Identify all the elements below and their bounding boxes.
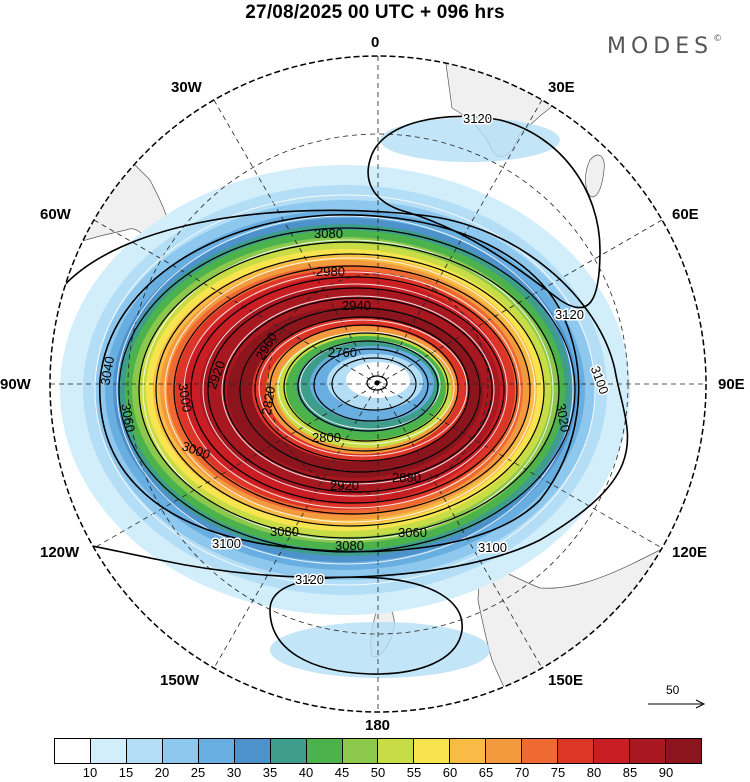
contour-label-3060-south: 3060 [398,525,427,540]
lon-label-90w: 90W [0,376,31,393]
reference-vector-label: 50 [666,683,680,697]
colorbar-segment [198,739,235,763]
modes-logo: MODES© [607,34,722,59]
colorbar-segment [594,739,630,763]
polar-map: 3120 3120 3120 3100 3100 3100 3080 3080 … [49,55,707,713]
contour-label-2980-north: 2980 [316,264,345,279]
colorbar-tick-label: 10 [82,765,98,780]
colorbar-segment [630,739,666,763]
colorbar-tick-label: 20 [154,765,170,780]
lon-label-30e: 30E [548,79,575,96]
colorbar-tick-label: 60 [442,765,458,780]
contour-label-2920-south: 2920 [330,478,359,493]
colorbar-segment [486,739,523,763]
colorbar-tick-label: 30 [226,765,242,780]
colorbar-segment [558,739,595,763]
height-contours [50,115,629,675]
colorbar-tick-label: 25 [190,765,206,780]
outer-band-north [380,118,560,162]
colorbar-tick-label: 75 [550,765,566,780]
lon-label-60w: 60W [40,206,71,223]
colorbar-segment [306,739,343,763]
contour-label-3120-east: 3120 [555,307,584,322]
colorbar-segment [90,739,127,763]
map-boundary [49,55,707,713]
lon-label-120e: 120E [672,544,708,561]
colorbar-tick-label: 55 [406,765,422,780]
contour-3080 [99,214,580,553]
colorbar-tick-label: 90 [658,765,674,780]
colorbar-tick-label: 85 [622,765,638,780]
colorbar-tick-label: 40 [298,765,314,780]
copyright-mark: © [713,33,723,44]
lon-label-150e: 150E [548,672,584,689]
colorbar-segment [270,739,307,763]
colorbar [54,738,702,764]
lon-label-60e: 60E [672,206,699,223]
outer-band-south [270,622,490,678]
contour-labels: 3120 3120 3120 3100 3100 3100 3080 3080 … [97,110,613,589]
contour-label-3060-west: 3060 [118,402,138,433]
lon-label-90e: 90E [718,376,745,393]
colorbar-segment [522,739,559,763]
lon-label-150w: 150W [160,672,200,689]
colorbar-tick-label: 15 [118,765,134,780]
contour-label-3080-north: 3080 [314,226,343,241]
contour-3120-north [367,115,601,309]
inner-contours [118,227,576,553]
lon-label-120w: 120W [40,544,80,561]
colorbar-tick-label: 80 [586,765,602,780]
contour-label-2880-south: 2880 [392,470,421,485]
contour-label-3100-southeast: 3100 [478,540,507,555]
contour-label-3080-south: 3080 [335,538,364,553]
contour-label-2940-north: 2940 [342,298,371,313]
contour-label-2800-south: 2800 [312,430,341,445]
lon-label-0: 0 [371,34,380,51]
low-center-marker [374,380,380,386]
colorbar-segment [378,739,415,763]
colorbar-tick-label: 65 [478,765,494,780]
colorbar-segment [126,739,163,763]
lon-label-180: 180 [365,717,391,734]
colorbar-tick-label: 50 [370,765,386,780]
contour-label-3080-southwest: 3080 [270,524,299,539]
contour-label-3120-south: 3120 [295,572,324,587]
colorbar-segment [665,739,701,763]
colorbar-segment [414,739,451,763]
colorbar-ticks: 10 15 20 25 30 35 40 45 50 55 60 65 70 75 80 85 90 [54,765,702,782]
colorbar-segment [55,739,91,763]
colorbar-segment [162,739,199,763]
madagascar-land [585,154,605,198]
colorbar-tick-label: 45 [334,765,350,780]
colorbar-tick-label: 35 [262,765,278,780]
contour-label-3120-north: 3120 [463,111,492,126]
contour-label-2820-west: 2820 [258,385,278,416]
chart-title: 27/08/2025 00 UTC + 096 hrs [245,2,505,23]
contour-3100 [50,209,629,579]
contour-label-2760-center: 2760 [328,345,357,360]
lon-label-30w: 30W [171,79,202,96]
logo-text: MODES [607,34,714,59]
contour-label-3000-west: 3000 [175,382,195,413]
colorbar-segment [342,739,379,763]
colorbar-segment [234,739,271,763]
colorbar-segment [450,739,487,763]
colorbar-tick-label: 70 [514,765,530,780]
contour-label-3100-southwest: 3100 [212,536,241,551]
contour-label-3020-east: 3020 [553,402,573,433]
reference-vector-arrow [648,699,706,709]
contour-label-3050-west: 3040 [97,355,117,386]
